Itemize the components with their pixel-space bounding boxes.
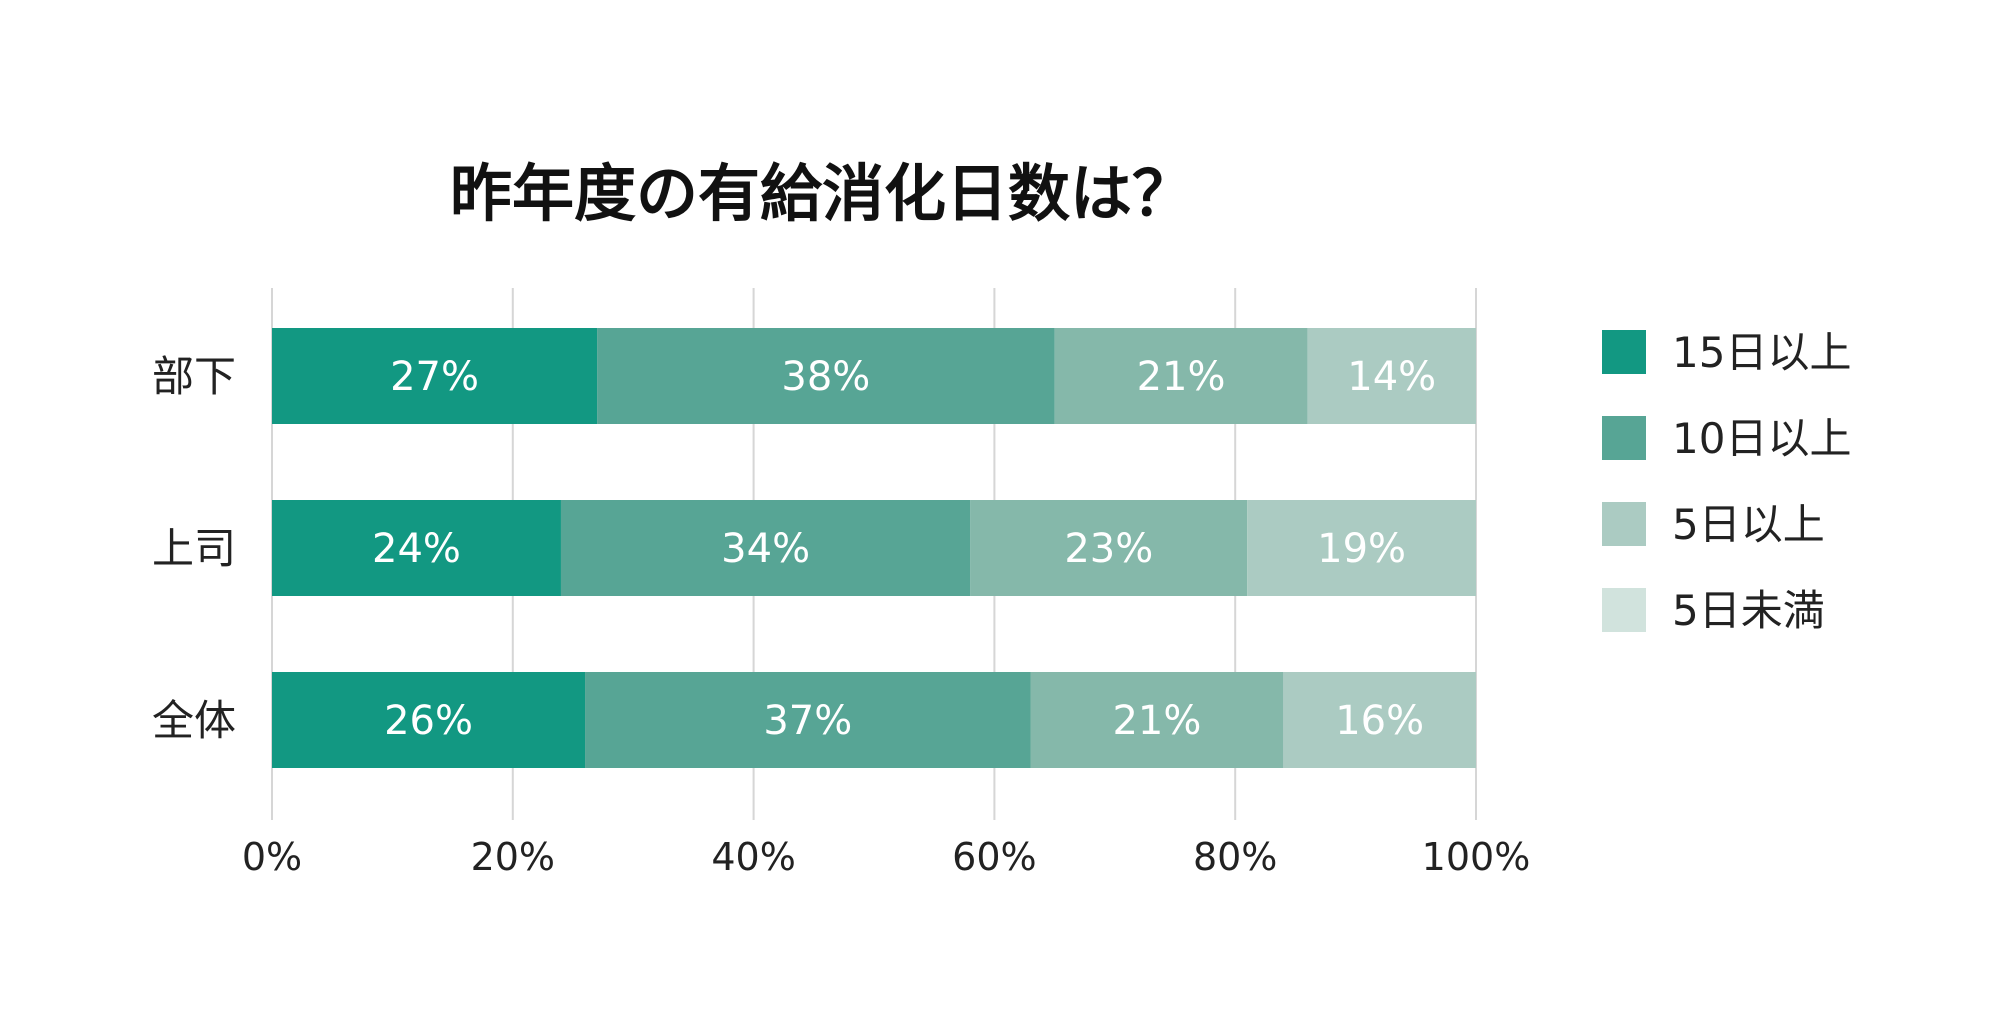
x-tick-label: 20% — [471, 835, 555, 879]
legend-label: 10日以上 — [1672, 414, 1851, 463]
bar-segment — [970, 500, 1248, 596]
legend-swatch — [1602, 330, 1646, 374]
legend-label: 5日未満 — [1672, 586, 1825, 635]
bar-value-label: 34% — [721, 526, 810, 572]
legend-swatch — [1602, 588, 1646, 632]
bar-segment — [1030, 672, 1284, 768]
bar-value-label: 38% — [781, 354, 870, 400]
bar-value-label: 21% — [1137, 354, 1226, 400]
x-tick-label: 80% — [1193, 835, 1277, 879]
bar-value-label: 26% — [384, 698, 473, 744]
bar-segment — [1283, 672, 1476, 768]
category-label: 上司 — [152, 524, 236, 573]
legend-label: 5日以上 — [1672, 500, 1825, 549]
bar-value-label: 21% — [1112, 698, 1201, 744]
bar-segment — [585, 672, 1031, 768]
x-tick-label: 60% — [952, 835, 1036, 879]
legend-swatch — [1602, 502, 1646, 546]
bars: 27% 38% 21% 14% 24% 34% 23% 19% 26% 37% 21% 16% — [272, 328, 1476, 768]
bar-segment — [597, 328, 1055, 424]
x-tick-label: 40% — [711, 835, 795, 879]
bar-value-label: 37% — [763, 698, 852, 744]
bar-value-label: 23% — [1064, 526, 1153, 572]
legend: 15日以上 10日以上 5日以上 5日未満 — [1602, 328, 1851, 635]
x-tick-label: 100% — [1422, 835, 1531, 879]
bar-value-label: 19% — [1317, 526, 1406, 572]
bar-segment — [1054, 328, 1308, 424]
bar-segment — [272, 672, 586, 768]
bar-value-label: 27% — [390, 354, 479, 400]
legend-label: 15日以上 — [1672, 328, 1851, 377]
category-label: 部下 — [152, 352, 236, 401]
bar-value-label: 16% — [1335, 698, 1424, 744]
legend-swatch — [1602, 416, 1646, 460]
bar-segment — [1247, 500, 1476, 596]
bar-segment — [1307, 328, 1476, 424]
bar-segment — [272, 328, 598, 424]
x-tick-label: 0% — [242, 835, 302, 879]
bar-segment — [560, 500, 971, 596]
bar-value-label: 24% — [372, 526, 461, 572]
chart-title: 昨年度の有給消化日数は？ — [450, 157, 1194, 230]
bar-segment — [272, 500, 561, 596]
bar-value-label: 14% — [1347, 354, 1436, 400]
category-label: 全体 — [152, 696, 236, 745]
